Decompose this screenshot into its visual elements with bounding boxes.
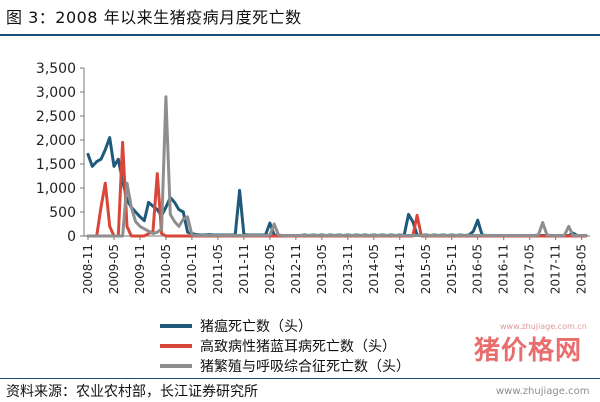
watermark-url-top: www.zhujiage.com.cn	[500, 322, 587, 331]
x-tick-label: 2011-05	[211, 244, 225, 294]
y-tick-label: 2,000	[36, 133, 76, 149]
legend-swatch-series-3	[160, 364, 192, 368]
y-tick-label: 1,500	[36, 157, 76, 173]
x-tick-label: 2014-11	[393, 244, 407, 294]
x-tick-label: 2015-05	[419, 244, 433, 294]
legend-swatch-series-1	[160, 324, 192, 328]
y-tick-label: 2,500	[36, 109, 76, 125]
x-tick-label: 2009-11	[133, 244, 147, 294]
y-tick-label: 3,000	[36, 85, 76, 101]
x-tick-label: 2013-11	[341, 244, 355, 294]
legend-label-series-3: 猪繁殖与呼吸综合征死亡数（头）	[200, 359, 410, 375]
y-tick-label: 500	[49, 205, 76, 221]
y-tick-label: 3,500	[36, 61, 76, 77]
x-tick-label: 2017-11	[549, 244, 563, 294]
chart-legend: 猪瘟死亡数（头） 高致病性猪蓝耳病死亡数（头） 猪繁殖与呼吸综合征死亡数（头）	[160, 316, 410, 376]
x-tick-label: 2014-05	[367, 244, 381, 294]
watermark-url-bottom: www.zhujiage.com	[496, 386, 590, 397]
legend-item-series-2: 高致病性猪蓝耳病死亡数（头）	[160, 336, 410, 356]
x-tick-label: 2010-05	[159, 244, 173, 294]
legend-item-series-1: 猪瘟死亡数（头）	[160, 316, 410, 336]
source-divider	[0, 378, 600, 379]
watermark-main-text: 猪价格网	[474, 336, 583, 366]
legend-label-series-1: 猪瘟死亡数（头）	[200, 319, 312, 335]
legend-item-series-3: 猪繁殖与呼吸综合征死亡数（头）	[160, 356, 410, 376]
x-tick-label: 2012-05	[263, 244, 277, 294]
series-line-3	[86, 95, 588, 238]
x-tick-label: 2018-05	[575, 244, 589, 294]
x-tick-label: 2015-11	[445, 244, 459, 294]
legend-swatch-series-2	[160, 344, 192, 348]
source-note: 资料来源：农业农村部，长江证券研究所	[6, 384, 258, 400]
x-tick-label: 2010-11	[185, 244, 199, 294]
line-chart: 0 500 1,000 1,500 2,000 2,500 3,000 3,500 2008-1…	[36, 61, 590, 294]
y-tick-label: 0	[67, 229, 76, 245]
x-tick-label: 2008-11	[81, 244, 95, 294]
title-divider	[0, 34, 600, 36]
x-tick-label: 2016-05	[471, 244, 485, 294]
y-tick-label: 1,000	[36, 181, 76, 197]
chart-title: 图 3：2008 年以来生猪疫病月度死亡数	[6, 8, 302, 27]
x-tick-label: 2012-11	[289, 244, 303, 294]
legend-label-series-2: 高致病性猪蓝耳病死亡数（头）	[200, 339, 396, 355]
x-tick-label: 2013-05	[315, 244, 329, 294]
x-tick-label: 2016-11	[497, 244, 511, 294]
x-tick-label: 2011-11	[237, 244, 251, 294]
x-tick-label: 2017-05	[523, 244, 537, 294]
watermark-logo: www.zhujiage.com.cn 猪价格网	[474, 322, 592, 372]
x-tick-label: 2009-05	[107, 244, 121, 294]
